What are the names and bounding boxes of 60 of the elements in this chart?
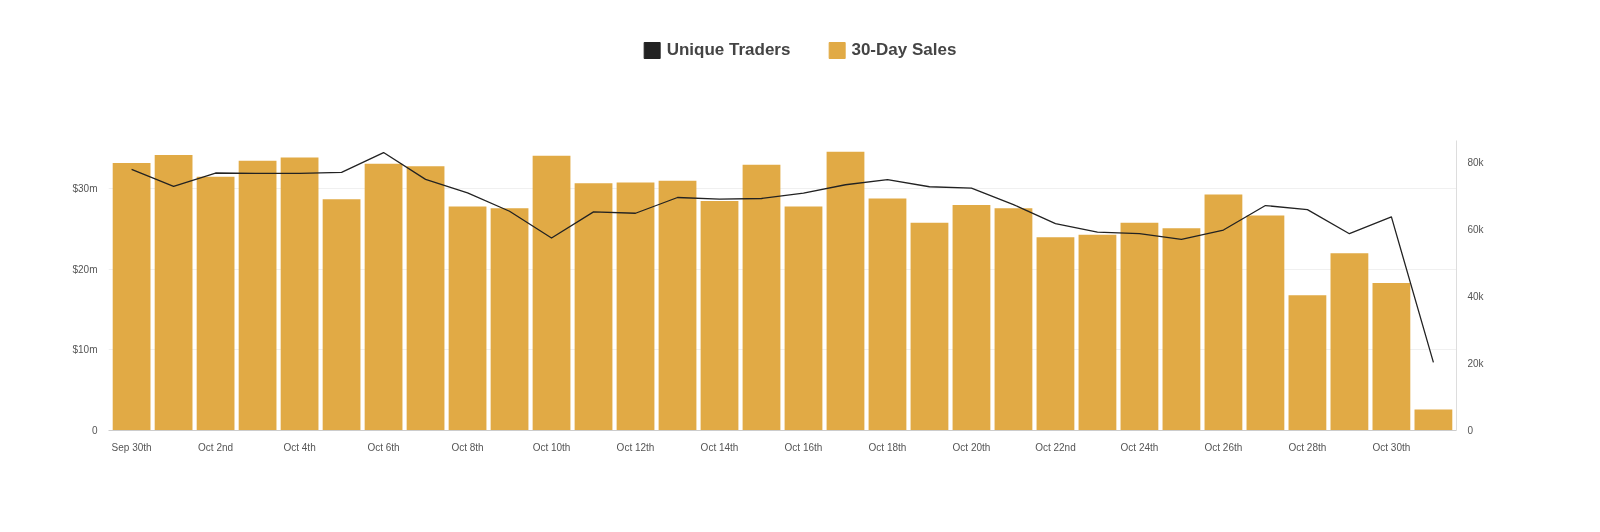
bar — [238, 160, 277, 431]
bar — [1078, 234, 1117, 431]
y2-tick-label: 40k — [1467, 290, 1485, 302]
bar — [1414, 409, 1453, 431]
x-tick-label: Oct 12th — [616, 441, 655, 453]
bar — [1330, 253, 1369, 431]
x-tick-label: Oct 26th — [1204, 441, 1243, 453]
y2-tick-label: 0 — [1467, 425, 1474, 436]
x-tick-label: Oct 22nd — [1035, 441, 1076, 453]
x-tick-label: Sep 30th — [111, 441, 152, 453]
x-tick-label: Oct 4th — [283, 441, 316, 453]
x-tick-label: Oct 2nd — [198, 441, 234, 453]
bar — [1120, 222, 1159, 431]
bar — [196, 176, 235, 431]
bar — [532, 155, 571, 431]
bar — [1036, 237, 1075, 431]
x-tick-label: Oct 20th — [952, 441, 991, 453]
x-tick-label: Oct 30th — [1372, 441, 1411, 453]
bar — [910, 222, 949, 431]
bar — [1246, 215, 1285, 431]
bar — [490, 208, 529, 431]
bar — [1288, 295, 1327, 431]
bar — [868, 198, 907, 431]
x-tick-label: Oct 14th — [700, 441, 739, 453]
bar — [574, 183, 613, 431]
y2-tick-label: 60k — [1467, 223, 1485, 235]
bar — [406, 166, 445, 431]
x-tick-label: Oct 18th — [868, 441, 907, 453]
legend-label: 30-Day Sales — [851, 40, 957, 60]
y-tick-label: $30m — [72, 183, 98, 195]
bar — [448, 206, 487, 431]
bar — [1162, 228, 1201, 431]
x-tick-label: Oct 8th — [451, 441, 484, 453]
x-tick-label: Oct 6th — [367, 441, 400, 453]
bar — [280, 157, 319, 431]
y-tick-label: $10m — [72, 344, 98, 356]
x-tick-label: Oct 28th — [1288, 441, 1327, 453]
y2-tick-label: 80k — [1467, 156, 1485, 168]
bar — [154, 155, 193, 431]
bar — [994, 208, 1033, 431]
bar — [1204, 194, 1243, 431]
bar — [322, 199, 361, 431]
bar — [616, 182, 655, 431]
bar — [784, 206, 823, 431]
bar — [700, 200, 739, 431]
y2-tick-label: 20k — [1467, 357, 1485, 369]
y-tick-label: 0 — [91, 425, 98, 436]
bar — [1372, 283, 1411, 431]
bar — [112, 163, 151, 431]
bar — [364, 163, 403, 431]
x-tick-label: Oct 16th — [784, 441, 823, 453]
x-tick-label: Oct 10th — [532, 441, 571, 453]
bar — [658, 180, 697, 431]
bar — [742, 164, 781, 431]
y-tick-label: $20m — [72, 263, 98, 275]
bar — [826, 151, 865, 431]
legend-label: Unique Traders — [666, 40, 791, 60]
bar — [952, 204, 991, 431]
line-series — [130, 151, 1435, 364]
x-tick-label: Oct 24th — [1120, 441, 1159, 453]
